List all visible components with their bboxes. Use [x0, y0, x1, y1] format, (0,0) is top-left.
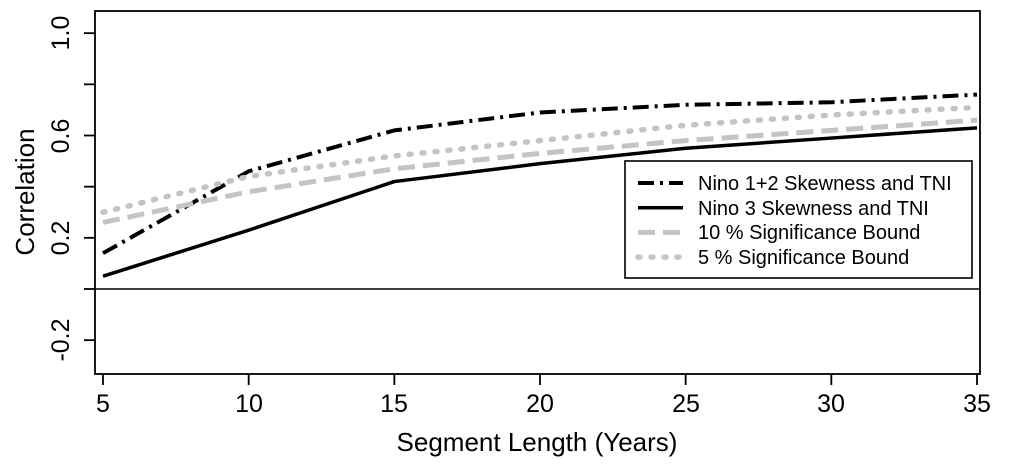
x-tick-label-30: 30 — [817, 390, 845, 418]
plot-border — [94, 10, 981, 375]
series-line-1-solid — [102, 126, 978, 278]
x-tick-label-35: 35 — [963, 390, 991, 418]
legend-box — [624, 160, 973, 279]
plot-text-layer: Correlation Segment Length (Years) 5 10 … — [10, 16, 991, 457]
x-tick-label-10: 10 — [235, 390, 263, 418]
x-tick-label-5: 5 — [96, 390, 110, 418]
legend-label-10pct-significance: 10 % Significance Bound — [698, 222, 920, 244]
x-tick-label-15: 15 — [380, 390, 408, 418]
y-tick-label-1.0: 1.0 — [47, 16, 75, 51]
legend-label-nino12-skewness-tni: Nino 1+2 Skewness and TNI — [698, 173, 952, 195]
x-axis-title: Segment Length (Years) — [397, 427, 678, 457]
legend-label-nino3-skewness-tni: Nino 3 Skewness and TNI — [698, 198, 929, 220]
plot-render-layer — [84, 10, 981, 385]
legend-label-5pct-significance: 5 % Significance Bound — [698, 247, 909, 269]
series-line-0-dashdot — [102, 92, 978, 255]
x-tick-label-20: 20 — [526, 390, 554, 418]
series-line-3-dotted — [100, 104, 980, 216]
y-tick-label--0.2: -0.2 — [47, 318, 75, 361]
y-tick-label-0.2: 0.2 — [47, 221, 75, 256]
series-line-2-dashed — [102, 117, 978, 225]
x-tick-label-25: 25 — [672, 390, 700, 418]
y-tick-label-0.6: 0.6 — [47, 119, 75, 154]
y-axis-title: Correlation — [10, 128, 40, 255]
